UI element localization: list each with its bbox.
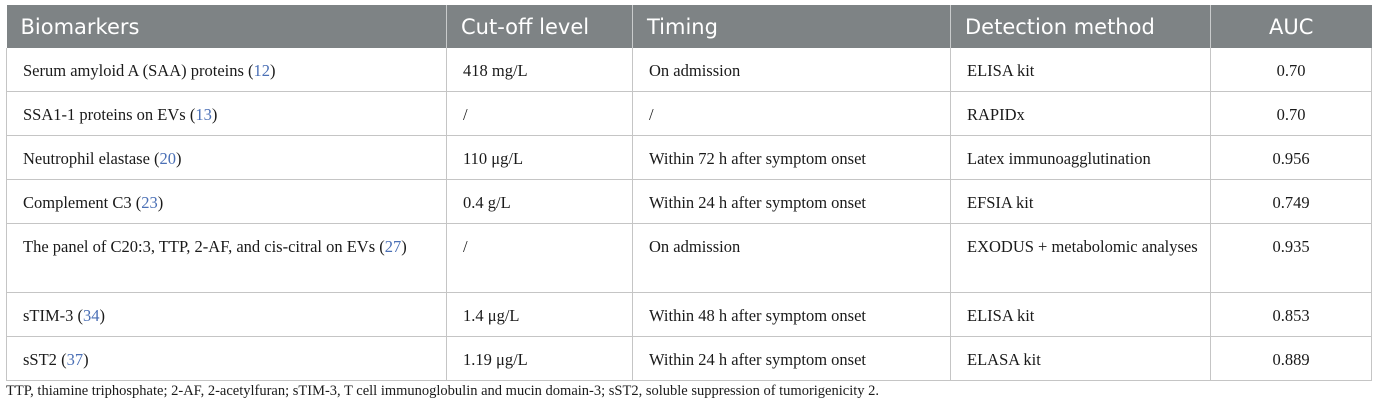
method-cell: ELISA kit [950, 48, 1211, 92]
header-timing: Timing [632, 5, 951, 48]
cutoff-cell: / [446, 91, 633, 136]
biomarker-name: sST2 [23, 350, 57, 369]
biomarker-name: Serum amyloid A (SAA) proteins [23, 61, 244, 80]
reference-link[interactable]: 34 [83, 306, 100, 325]
biomarker-cell: SSA1-1 proteins on EVs (13) [6, 91, 447, 136]
biomarker-name: Complement C3 [23, 193, 132, 212]
table-header-row: Biomarkers Cut-off level Timing Detectio… [6, 5, 1372, 48]
reference-link[interactable]: 13 [195, 105, 212, 124]
biomarker-cell: Serum amyloid A (SAA) proteins (12) [6, 48, 447, 92]
cutoff-cell: 1.4 μg/L [446, 292, 633, 337]
method-cell: ELASA kit [950, 336, 1211, 381]
cutoff-cell: 0.4 g/L [446, 179, 633, 224]
method-cell: EFSIA kit [950, 179, 1211, 224]
timing-cell: Within 48 h after symptom onset [632, 292, 951, 337]
header-cutoff-level: Cut-off level [446, 5, 633, 48]
cutoff-cell: 418 mg/L [446, 48, 633, 92]
timing-cell: On admission [632, 223, 951, 293]
method-cell: Latex immunoagglutination [950, 135, 1211, 180]
timing-cell: / [632, 91, 951, 136]
auc-cell: 0.749 [1210, 179, 1372, 224]
table-row: SSA1-1 proteins on EVs (13) / / RAPIDx 0… [6, 91, 1372, 136]
biomarker-name: Neutrophil elastase [23, 149, 150, 168]
reference-link[interactable]: 23 [141, 193, 158, 212]
biomarker-name: SSA1-1 proteins on EVs [23, 105, 186, 124]
reference-link[interactable]: 12 [253, 61, 271, 80]
auc-cell: 0.889 [1210, 336, 1372, 381]
table-row: Complement C3 (23) 0.4 g/L Within 24 h a… [6, 179, 1372, 224]
table-row: sTIM-3 (34) 1.4 μg/L Within 48 h after s… [6, 292, 1372, 337]
auc-cell: 0.70 [1210, 91, 1372, 136]
header-biomarkers: Biomarkers [6, 5, 447, 48]
timing-cell: On admission [632, 48, 951, 92]
biomarker-table: Biomarkers Cut-off level Timing Detectio… [6, 5, 1372, 381]
cutoff-cell: 110 μg/L [446, 135, 633, 180]
table-row: sST2 (37) 1.19 μg/L Within 24 h after sy… [6, 336, 1372, 381]
cutoff-cell: / [446, 223, 633, 293]
biomarker-cell: sST2 (37) [6, 336, 447, 381]
auc-cell: 0.70 [1210, 48, 1372, 92]
table-row: Serum amyloid A (SAA) proteins (12) 418 … [6, 48, 1372, 92]
method-cell: ELISA kit [950, 292, 1211, 337]
timing-cell: Within 24 h after symptom onset [632, 179, 951, 224]
reference-link[interactable]: 20 [159, 149, 177, 168]
biomarker-cell: sTIM-3 (34) [6, 292, 447, 337]
cutoff-cell: 1.19 μg/L [446, 336, 633, 381]
method-cell: RAPIDx [950, 91, 1211, 136]
biomarker-cell: The panel of C20:3, TTP, 2-AF, and cis-c… [6, 223, 447, 293]
biomarker-cell: Neutrophil elastase (20) [6, 135, 447, 180]
timing-cell: Within 72 h after symptom onset [632, 135, 951, 180]
biomarker-name: sTIM-3 [23, 306, 74, 325]
table-row: The panel of C20:3, TTP, 2-AF, and cis-c… [6, 223, 1372, 293]
auc-cell: 0.853 [1210, 292, 1372, 337]
reference-link[interactable]: 37 [66, 350, 84, 369]
auc-cell: 0.935 [1210, 223, 1372, 293]
header-detection-method: Detection method [950, 5, 1211, 48]
reference-link[interactable]: 27 [384, 237, 402, 256]
timing-cell: Within 24 h after symptom onset [632, 336, 951, 381]
table-footnote: TTP, thiamine triphosphate; 2-AF, 2-acet… [6, 383, 880, 399]
header-auc: AUC [1210, 5, 1372, 48]
biomarker-name: The panel of C20:3, TTP, 2-AF, and cis-c… [23, 237, 376, 256]
table-row: Neutrophil elastase (20) 110 μg/L Within… [6, 135, 1372, 180]
auc-cell: 0.956 [1210, 135, 1372, 180]
method-cell: EXODUS + metabolomic analyses [950, 223, 1211, 293]
biomarker-cell: Complement C3 (23) [6, 179, 447, 224]
